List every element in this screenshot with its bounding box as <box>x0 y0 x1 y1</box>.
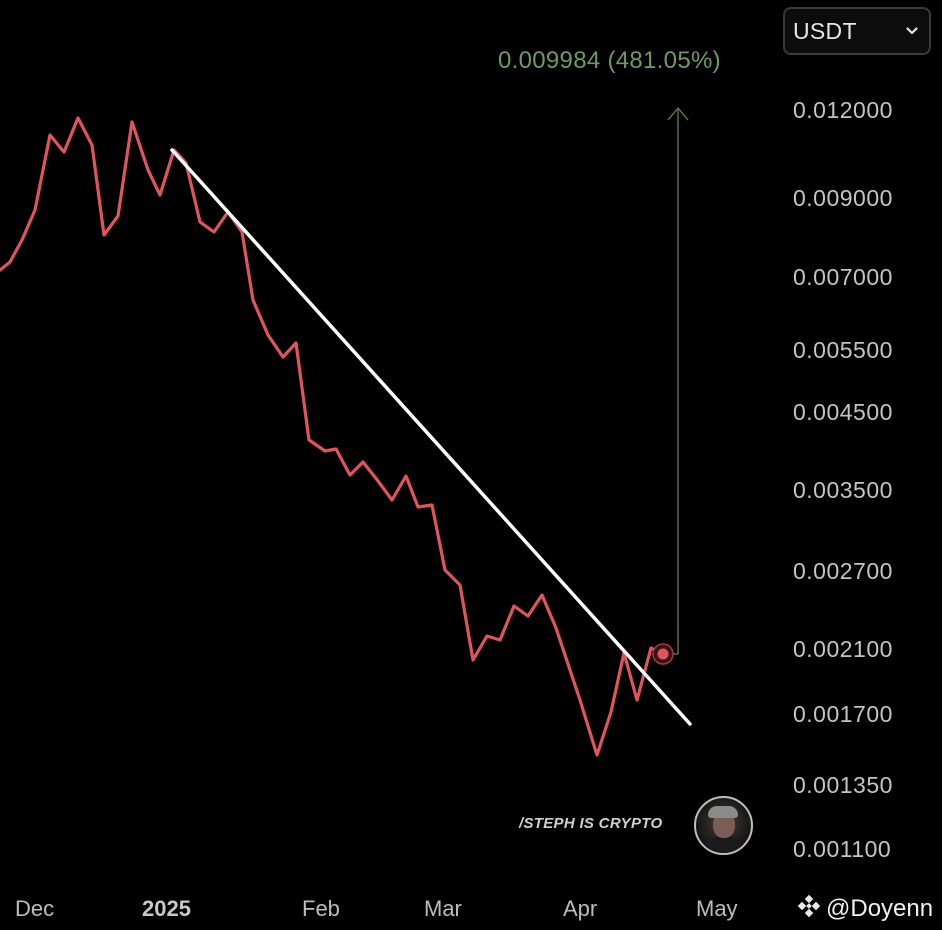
current-price-marker[interactable] <box>657 648 669 660</box>
avatar <box>694 796 753 855</box>
currency-selector[interactable]: USDT <box>783 7 931 55</box>
y-tick: 0.003500 <box>793 477 893 503</box>
y-tick: 0.009000 <box>793 185 893 211</box>
x-tick: Mar <box>424 896 462 921</box>
y-tick: 0.005500 <box>793 337 893 363</box>
x-tick-year: 2025 <box>142 896 191 921</box>
x-tick: May <box>696 896 738 921</box>
x-tick: Apr <box>563 896 598 921</box>
y-tick: 0.012000 <box>793 97 893 123</box>
arrow-up-icon <box>667 106 689 121</box>
x-tick: Dec <box>15 896 55 921</box>
binance-logo-icon <box>796 893 822 924</box>
y-tick: 0.001350 <box>793 772 893 798</box>
y-tick: 0.002700 <box>793 558 893 584</box>
y-tick: 0.007000 <box>793 264 893 290</box>
currency-selector-value: USDT <box>793 17 857 44</box>
x-tick: Feb <box>302 896 340 921</box>
price-line <box>0 116 665 757</box>
downtrend-line[interactable] <box>170 148 692 726</box>
channel-name: /STEPH IS CRYPTO <box>519 815 663 832</box>
watermark: @Doyenn <box>796 893 933 924</box>
measure-label: 0.009984 (481.05%) <box>498 47 721 74</box>
chevron-down-icon <box>905 24 919 38</box>
y-tick: 0.004500 <box>793 399 893 425</box>
watermark-handle: @Doyenn <box>826 894 934 922</box>
y-tick: 0.002100 <box>793 636 893 662</box>
y-tick: 0.001700 <box>793 701 893 727</box>
y-tick: 0.001100 <box>793 836 892 862</box>
